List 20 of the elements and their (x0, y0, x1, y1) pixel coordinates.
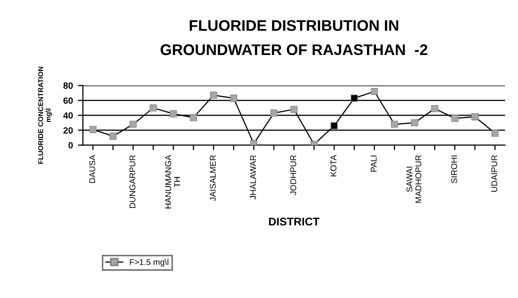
x-tick-label: DUNGARPUR (129, 155, 136, 208)
x-tick-label: PALI (370, 156, 377, 172)
x-tick-label: SIROHI (451, 156, 458, 184)
x-tick-label: JODHPUR (290, 155, 296, 195)
y-tick-label: 20 (63, 127, 73, 134)
x-axis-title: DISTRICT (269, 218, 320, 226)
y-tick-label: 80 (63, 82, 73, 89)
x-tick-label: HANUMANGA TH (165, 154, 180, 208)
chart-title: FLUORIDE DISTRIBUTION IN GROUNDWATER OF RAJASTHAN -2 (160, 20, 428, 56)
point (491, 130, 499, 137)
x-tick-label: JHALAWAR (250, 155, 256, 200)
legend-label: F>1.5 mg\l (130, 258, 168, 267)
y-tick-label: 60 (63, 97, 73, 104)
y-tick-label: 40 (63, 112, 73, 119)
x-tick-label: SAWAI MADHOPUR (406, 155, 422, 203)
x-tick-label: KOTA (330, 154, 336, 176)
x-tick-label: UDAIPUR (491, 155, 498, 192)
x-tick-label: JAISALMER (210, 155, 216, 202)
y-tick-label: 0 (68, 142, 73, 148)
x-tick-label: DAUSA (89, 154, 96, 183)
